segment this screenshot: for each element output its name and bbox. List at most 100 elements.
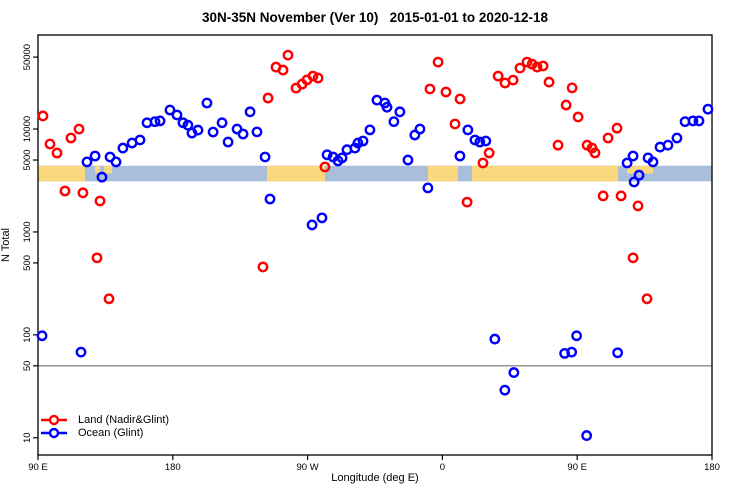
legend-label-land: Land (Nadir&Glint) [78, 413, 170, 426]
data-point-land [611, 122, 623, 134]
data-point-ocean [388, 116, 400, 128]
y-tick-label: 10000 [22, 116, 33, 142]
data-point-ocean [612, 347, 624, 359]
x-tick-label: 90 W [297, 462, 319, 473]
map-strip-island [95, 165, 101, 174]
legend-label-ocean: Ocean (Glint) [78, 426, 144, 439]
data-point-ocean [402, 154, 414, 166]
data-point-ocean [36, 330, 48, 342]
x-tick-label: 90 E [28, 462, 48, 473]
data-point-ocean [381, 101, 393, 113]
data-point-ocean [633, 169, 645, 181]
data-point-land [597, 190, 609, 202]
data-point-ocean [422, 182, 434, 194]
data-point-ocean [364, 124, 376, 136]
data-point-ocean [693, 115, 705, 127]
data-point-ocean [566, 346, 578, 358]
data-point-ocean [647, 156, 659, 168]
data-point-ocean [207, 126, 219, 138]
data-point-ocean [89, 150, 101, 162]
data-point-land [73, 123, 85, 135]
data-point-land [440, 86, 452, 98]
data-point-land [262, 92, 274, 104]
data-point-land [65, 132, 77, 144]
data-point-ocean [702, 103, 714, 115]
data-point-land [521, 56, 533, 68]
data-point-ocean [671, 132, 683, 144]
map-strip-land [267, 165, 325, 182]
data-point-ocean [171, 109, 183, 121]
data-point-ocean [454, 150, 466, 162]
chart-title: 30N-35N November (Ver 10) 2015-01-01 to … [202, 10, 548, 25]
data-point-land [319, 161, 331, 173]
data-point-land [492, 70, 504, 82]
data-point-ocean [571, 330, 583, 342]
x-axis-title: Longitude (deg E) [331, 472, 419, 484]
data-point-ocean [134, 134, 146, 146]
y-tick-label: 10 [22, 432, 33, 443]
data-point-land [507, 74, 519, 86]
y-tick-label: 100 [22, 327, 33, 343]
legend-land-symbol [41, 414, 67, 425]
data-point-land [277, 64, 289, 76]
data-point-land [615, 190, 627, 202]
data-point-ocean [264, 193, 276, 205]
data-point-land [477, 157, 489, 169]
data-point-land [641, 293, 653, 305]
data-point-land [312, 72, 324, 84]
y-tick-label: 500 [22, 255, 33, 271]
data-point-land [91, 252, 103, 264]
data-point-land [514, 62, 526, 74]
data-point-ocean [627, 150, 639, 162]
data-point-ocean [154, 115, 166, 127]
data-point-ocean [628, 176, 640, 188]
data-point-ocean [321, 149, 333, 161]
data-point-ocean [201, 97, 213, 109]
data-point-ocean [414, 123, 426, 135]
data-point-ocean [316, 212, 328, 224]
data-point-ocean [96, 171, 108, 183]
legend: Land (Nadir&Glint) Ocean (Glint) [40, 413, 169, 439]
data-point-land [307, 70, 319, 82]
data-point-ocean [149, 116, 161, 128]
map-strip-land [38, 165, 86, 182]
data-point-land [483, 147, 495, 159]
data-point-land [632, 200, 644, 212]
y-tick-label: 1000 [22, 221, 33, 242]
data-point-land [77, 187, 89, 199]
data-point-ocean [192, 124, 204, 136]
data-point-ocean [81, 156, 93, 168]
data-point-ocean [251, 126, 263, 138]
data-point-land [589, 147, 601, 159]
data-point-land [59, 185, 71, 197]
legend-row-ocean: Ocean (Glint) [40, 426, 169, 439]
data-point-ocean [259, 151, 271, 163]
data-point-land [572, 111, 584, 123]
data-point-land [51, 147, 63, 159]
data-point-land [37, 110, 49, 122]
map-strip-island [104, 165, 112, 174]
x-tick-label: 180 [165, 462, 181, 473]
data-point-ocean [474, 136, 486, 148]
plot-border [37, 34, 713, 456]
data-point-land [432, 56, 444, 68]
data-point-land [537, 60, 549, 72]
data-point-land [424, 83, 436, 95]
data-point-land [543, 76, 555, 88]
data-point-land [282, 49, 294, 61]
map-strip-land [472, 165, 619, 182]
data-point-ocean [336, 152, 348, 164]
data-point-ocean [306, 219, 318, 231]
data-point-land [627, 252, 639, 264]
data-point-land [44, 138, 56, 150]
data-point-land [552, 139, 564, 151]
map-strip-land [428, 165, 458, 182]
data-point-ocean [244, 106, 256, 118]
data-point-land [560, 99, 572, 111]
data-point-ocean [499, 384, 511, 396]
data-point-land [103, 293, 115, 305]
data-point-ocean [462, 124, 474, 136]
data-point-ocean [621, 157, 633, 169]
